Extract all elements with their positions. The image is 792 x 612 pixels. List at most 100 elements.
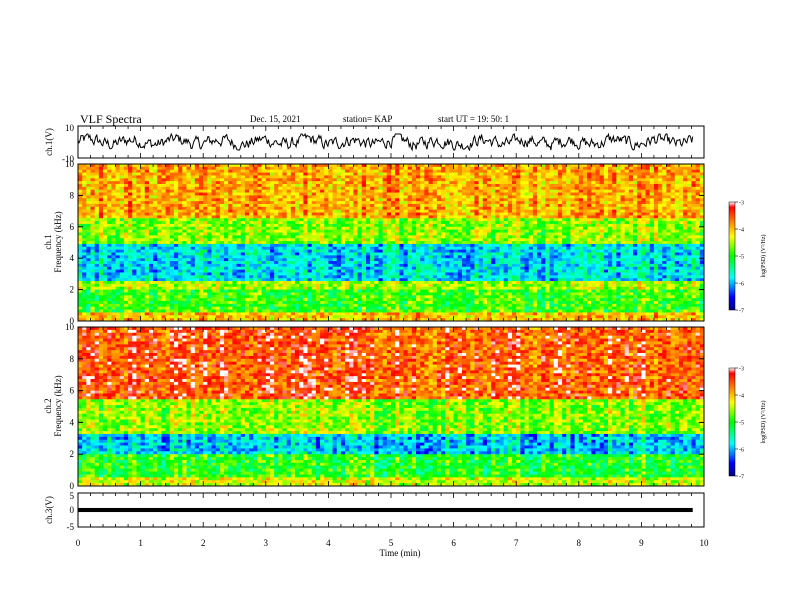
spectrogram-cell	[103, 201, 108, 205]
spectrogram-cell	[403, 226, 409, 231]
spectrogram-cell	[86, 186, 91, 191]
spectrogram-cell	[215, 303, 221, 308]
spectrogram-cell	[219, 235, 225, 239]
spectrogram-cell	[378, 186, 384, 191]
spectrogram-cell	[199, 164, 204, 168]
spectrogram-cell	[295, 312, 300, 316]
spectrogram-cell	[365, 249, 371, 253]
spectrogram-cell	[349, 269, 354, 273]
spectrogram-cell	[274, 309, 279, 313]
spectrogram-cell	[445, 226, 450, 231]
spectrogram-cell	[328, 278, 333, 282]
spectrogram-cell	[94, 232, 100, 236]
spectrogram-cell	[224, 249, 229, 253]
spectrogram-cell	[157, 266, 162, 271]
spectrogram-cell	[432, 298, 438, 302]
spectrogram-cell	[169, 223, 175, 228]
spectrogram-cell	[215, 269, 221, 273]
spectrogram-cell	[140, 289, 146, 293]
spectrogram-cell	[224, 229, 229, 233]
spectrogram-cell	[215, 218, 221, 222]
spectrogram-cell	[282, 269, 288, 273]
spectrogram-cell	[290, 203, 296, 208]
spectrogram-cell	[403, 235, 409, 239]
spectrogram-cell	[165, 201, 171, 205]
spectrogram-cell	[140, 318, 146, 322]
spectrogram-cell	[194, 298, 200, 302]
spectrogram-cell	[157, 303, 162, 308]
spectrogram-cell	[257, 249, 263, 253]
spectrogram-cell	[307, 246, 313, 251]
spectrogram-cell	[282, 232, 288, 236]
spectrogram-cell	[199, 292, 204, 296]
spectrogram-cell	[274, 241, 279, 245]
spectrogram-cell	[224, 192, 229, 196]
spectrogram-cell	[153, 218, 158, 222]
spectrogram-cell	[136, 306, 141, 310]
spectrogram-cell	[311, 275, 317, 279]
spectrogram-cell	[161, 218, 167, 222]
spectrogram-cell	[128, 183, 133, 188]
spectrogram-cell	[303, 189, 308, 193]
spectrogram-cell	[136, 192, 141, 196]
spectrogram-cell	[232, 226, 237, 231]
spectrogram-cell	[148, 243, 154, 248]
spectrogram-cell	[244, 178, 250, 182]
spectrogram-cell	[353, 232, 359, 236]
spectrogram-cell	[395, 292, 400, 296]
spectrogram-cell	[403, 306, 409, 310]
spectrogram-cell	[140, 269, 146, 273]
spectrogram-cell	[445, 281, 450, 285]
spectrogram-cell	[182, 215, 187, 219]
spectrogram-cell	[357, 226, 363, 231]
spectrogram-cell	[261, 169, 267, 173]
spectrogram-cell	[182, 266, 187, 271]
spectrogram-cell	[378, 315, 384, 319]
spectrogram-cell	[107, 295, 112, 299]
spectrogram-cell	[282, 181, 288, 185]
spectrogram-cell	[340, 192, 346, 196]
spectrogram-cell	[378, 235, 384, 239]
spectrogram-cell	[173, 243, 179, 248]
spectrogram-cell	[274, 201, 279, 205]
spectrogram-cell	[386, 209, 392, 213]
spectrogram-cell	[370, 306, 375, 310]
spectrogram-cell	[244, 283, 250, 288]
spectrogram-cell	[265, 303, 271, 308]
spectrogram-cell	[128, 169, 133, 173]
spectrogram-cell	[370, 164, 375, 168]
spectrogram-cell	[173, 252, 179, 256]
spectrogram-cell	[324, 223, 329, 228]
spectrogram-cell	[432, 258, 438, 262]
spectrogram-cell	[257, 215, 263, 219]
spectrogram-cell	[94, 278, 100, 282]
spectrogram-cell	[311, 255, 317, 259]
spectrogram-cell	[403, 186, 409, 191]
spectrogram-cell	[123, 209, 129, 213]
spectrogram-cell	[311, 298, 317, 302]
spectrogram-cell	[299, 209, 304, 213]
spectrogram-cell	[161, 223, 167, 228]
spectrogram-cell	[123, 183, 129, 188]
spectrogram-cell	[165, 232, 171, 236]
spectrogram-cell	[123, 261, 129, 265]
spectrogram-cell	[445, 246, 450, 251]
spectrogram-cell	[194, 181, 200, 185]
spectrogram-cell	[190, 309, 196, 313]
spectrogram-cell	[211, 206, 217, 211]
spectrogram-cell	[203, 232, 208, 236]
spectrogram-cell	[307, 243, 313, 248]
spectrogram-cell	[315, 303, 321, 308]
spectrogram-cell	[165, 252, 171, 256]
spectrogram-cell	[332, 266, 338, 271]
spectrogram-cell	[295, 181, 300, 185]
spectrogram-cell	[441, 164, 446, 168]
spectrogram-cell	[395, 201, 400, 205]
spectrogram-cell	[103, 261, 108, 265]
spectrogram-cell	[278, 198, 283, 202]
spectrogram-cell	[386, 192, 392, 196]
spectrogram-cell	[345, 289, 350, 293]
spectrogram-cell	[90, 289, 96, 293]
spectrogram-cell	[290, 272, 296, 276]
spectrogram-cell	[403, 266, 409, 271]
